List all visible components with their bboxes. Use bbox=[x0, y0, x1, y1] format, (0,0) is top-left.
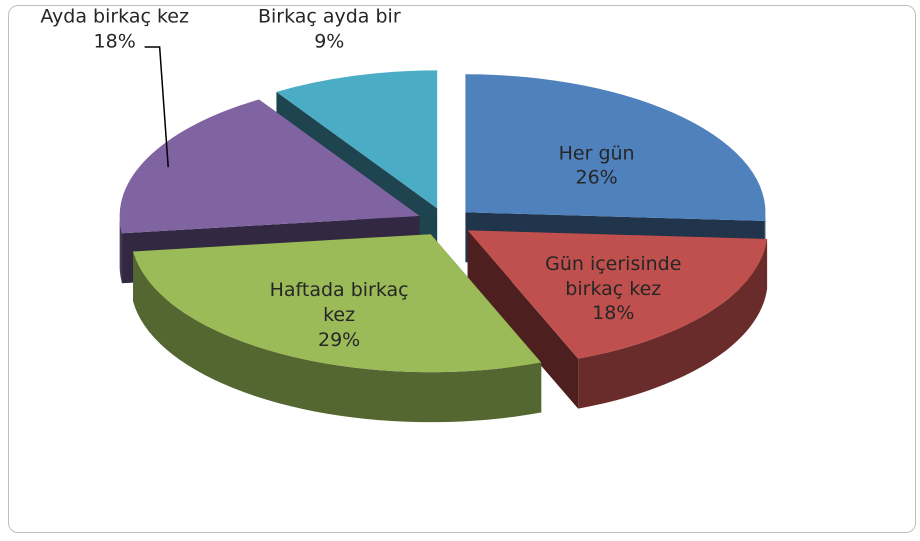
slice-side bbox=[467, 230, 579, 409]
category-label: Her gün bbox=[558, 141, 635, 164]
value-label: 29% bbox=[317, 328, 361, 351]
category-label: Haftada birkaç kez bbox=[269, 279, 409, 327]
category-label: Birkaç ayda bir bbox=[257, 5, 401, 28]
data-label: Haftada birkaç kez 29% bbox=[264, 278, 414, 352]
slice bbox=[119, 99, 420, 234]
data-label: Gün içerisinde birkaç kez 18% bbox=[538, 252, 688, 326]
value-label: 18% bbox=[592, 302, 635, 325]
slice bbox=[465, 74, 766, 221]
value-label: 18% bbox=[93, 30, 136, 52]
chart-frame bbox=[8, 5, 916, 533]
slice bbox=[276, 70, 438, 209]
slice-wall bbox=[119, 215, 123, 284]
slice-wall bbox=[578, 238, 768, 409]
slice bbox=[467, 230, 768, 359]
leader-line bbox=[144, 46, 169, 168]
category-label: Ayda birkaç kez bbox=[40, 5, 189, 28]
value-label: 9% bbox=[314, 30, 345, 52]
data-label: Her gün 26% bbox=[522, 141, 672, 190]
data-label: Ayda birkaç kez 18% bbox=[40, 4, 189, 53]
data-label: Birkaç ayda bir 9% bbox=[258, 4, 401, 53]
slice-wall bbox=[133, 251, 542, 423]
value-label: 26% bbox=[575, 166, 618, 189]
slice bbox=[133, 234, 542, 373]
category-label: Gün içerisinde birkaç kez bbox=[545, 252, 682, 300]
